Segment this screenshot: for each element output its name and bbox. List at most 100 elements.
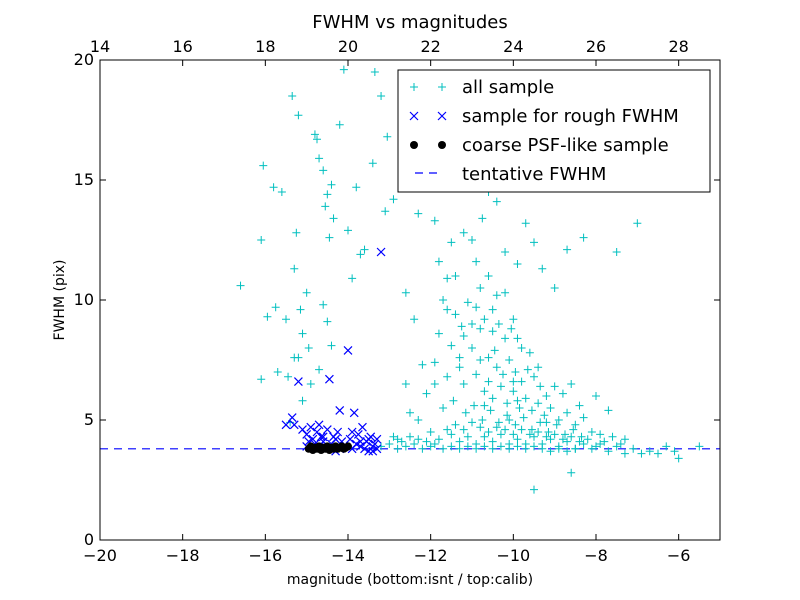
plus-point bbox=[505, 416, 514, 424]
x-point bbox=[343, 345, 353, 355]
plus-point bbox=[273, 368, 282, 376]
plus-point bbox=[389, 195, 398, 204]
plus-point bbox=[306, 380, 315, 388]
x-point bbox=[372, 444, 382, 454]
plus-point bbox=[563, 447, 572, 456]
x-tick-label: −10 bbox=[496, 546, 530, 565]
legend: all sample sample for rough FWHM coarse … bbox=[397, 69, 711, 193]
plus-point bbox=[430, 380, 439, 388]
plus-point bbox=[695, 442, 704, 451]
top-tick-label: 28 bbox=[668, 37, 688, 56]
plus-point bbox=[517, 377, 526, 386]
legend-label-psf-sample: coarse PSF-like sample bbox=[462, 135, 669, 156]
plus-point bbox=[368, 159, 377, 168]
series-layer bbox=[236, 65, 704, 494]
legend-frame bbox=[397, 69, 711, 193]
plus-point bbox=[455, 353, 464, 362]
x-point bbox=[302, 429, 312, 439]
x-point bbox=[314, 420, 324, 430]
x-tick-label: −6 bbox=[667, 546, 691, 565]
plus-point bbox=[439, 444, 448, 453]
plus-point bbox=[321, 202, 330, 211]
plus-point bbox=[410, 315, 419, 324]
plus-point bbox=[455, 437, 464, 446]
plus-point bbox=[542, 392, 551, 400]
plus-point bbox=[319, 300, 328, 309]
plus-point bbox=[414, 209, 423, 218]
plus-point bbox=[509, 430, 518, 439]
plus-point bbox=[554, 416, 563, 424]
plus-point bbox=[604, 406, 613, 415]
plus-point bbox=[600, 437, 609, 446]
plus-point bbox=[461, 408, 470, 417]
plus-point bbox=[496, 442, 505, 451]
top-tick-label: 18 bbox=[255, 37, 275, 56]
plus-point bbox=[515, 404, 524, 412]
plus-point bbox=[377, 442, 386, 451]
plus-point bbox=[567, 432, 576, 441]
x-point bbox=[324, 374, 334, 384]
plus-point bbox=[292, 228, 301, 237]
x-point bbox=[316, 432, 326, 442]
plus-point bbox=[410, 440, 419, 448]
top-tick-label: 20 bbox=[338, 37, 358, 56]
plus-point bbox=[393, 444, 402, 453]
plus-point bbox=[455, 363, 464, 372]
plus-point bbox=[488, 437, 497, 446]
x-point bbox=[289, 420, 299, 430]
plus-point bbox=[511, 368, 520, 376]
plus-point bbox=[587, 428, 596, 436]
plus-point bbox=[323, 190, 332, 199]
plus-point bbox=[294, 111, 303, 120]
plus-point bbox=[501, 288, 510, 297]
plus-point bbox=[509, 315, 518, 324]
plus-point bbox=[645, 447, 654, 456]
plus-point bbox=[476, 284, 485, 292]
legend-marker-x bbox=[409, 111, 419, 121]
plus-point bbox=[484, 272, 493, 280]
plus-point bbox=[406, 408, 414, 417]
plus-point bbox=[575, 437, 584, 446]
y-axis-label: FWHM (pix) bbox=[52, 260, 68, 341]
legend-label-tentative-fwhm: tentative FWHM bbox=[462, 164, 606, 185]
plus-point bbox=[470, 401, 479, 410]
plus-point bbox=[563, 437, 572, 446]
x-tick-label: −20 bbox=[83, 546, 117, 565]
plus-point bbox=[290, 353, 299, 362]
x-tick-label: −14 bbox=[331, 546, 365, 565]
legend-marker-x bbox=[437, 111, 447, 121]
plus-point bbox=[393, 435, 402, 444]
plus-point bbox=[579, 413, 588, 422]
plus-point bbox=[298, 396, 307, 405]
plus-point bbox=[271, 303, 280, 312]
x-point bbox=[351, 439, 361, 449]
plus-point bbox=[488, 305, 497, 314]
plus-point bbox=[509, 387, 518, 396]
plus-point bbox=[503, 411, 512, 420]
plus-point bbox=[480, 401, 489, 410]
plus-point bbox=[538, 264, 547, 273]
legend-marker-plus bbox=[438, 83, 446, 91]
plus-point bbox=[492, 363, 501, 372]
plus-point bbox=[282, 315, 290, 324]
plus-point bbox=[492, 291, 501, 300]
plus-point bbox=[542, 432, 551, 441]
plus-point bbox=[546, 447, 555, 456]
plus-point bbox=[538, 444, 547, 453]
plus-point bbox=[397, 437, 406, 446]
plus-point bbox=[472, 257, 481, 266]
plus-point bbox=[389, 432, 398, 441]
plus-point bbox=[430, 216, 439, 225]
legend-markers bbox=[409, 83, 447, 174]
plus-point bbox=[587, 444, 596, 453]
plus-point bbox=[620, 435, 629, 444]
plus-point bbox=[513, 334, 522, 343]
plus-point bbox=[288, 92, 297, 100]
x-point bbox=[335, 405, 345, 415]
plus-point bbox=[505, 444, 514, 453]
plus-point bbox=[530, 442, 538, 451]
plus-point bbox=[459, 332, 468, 340]
plus-point bbox=[401, 442, 410, 451]
plus-point bbox=[329, 214, 338, 223]
plus-point bbox=[596, 430, 605, 439]
